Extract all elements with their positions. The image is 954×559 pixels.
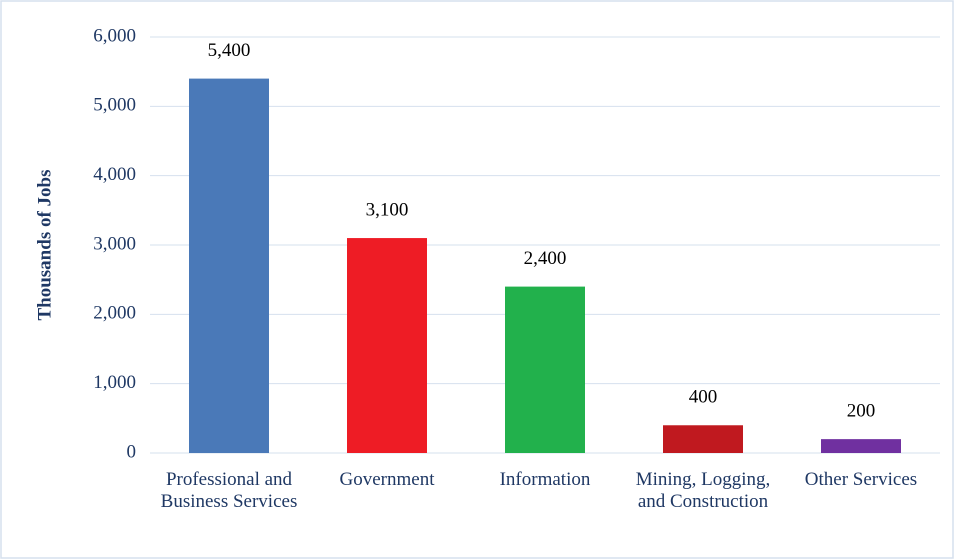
y-axis-label: Thousands of Jobs bbox=[34, 169, 55, 320]
bar bbox=[505, 286, 585, 453]
y-tick-label: 2,000 bbox=[93, 303, 136, 324]
x-tick-label: Other Services bbox=[804, 469, 918, 490]
value-label: 5,400 bbox=[208, 40, 251, 61]
y-tick-label: 4,000 bbox=[93, 164, 136, 185]
x-tick-label: Government bbox=[339, 469, 435, 490]
y-tick-label: 6,000 bbox=[93, 25, 136, 46]
value-label: 200 bbox=[847, 400, 876, 421]
y-tick-label: 3,000 bbox=[93, 233, 136, 254]
value-label: 400 bbox=[689, 387, 718, 408]
y-tick-label: 5,000 bbox=[93, 95, 136, 116]
value-label: 2,400 bbox=[524, 248, 567, 269]
bar bbox=[189, 78, 269, 453]
y-tick-label: 0 bbox=[127, 441, 137, 462]
y-tick-label: 1,000 bbox=[93, 372, 136, 393]
x-tick-label: Professional and Business Services bbox=[160, 469, 298, 512]
value-label: 3,100 bbox=[366, 199, 409, 220]
x-tick-label: Information bbox=[499, 469, 591, 490]
bar bbox=[663, 425, 743, 453]
bar bbox=[821, 439, 901, 453]
bar bbox=[347, 238, 427, 453]
x-tick-label: Mining, Logging, and Construction bbox=[635, 469, 771, 512]
